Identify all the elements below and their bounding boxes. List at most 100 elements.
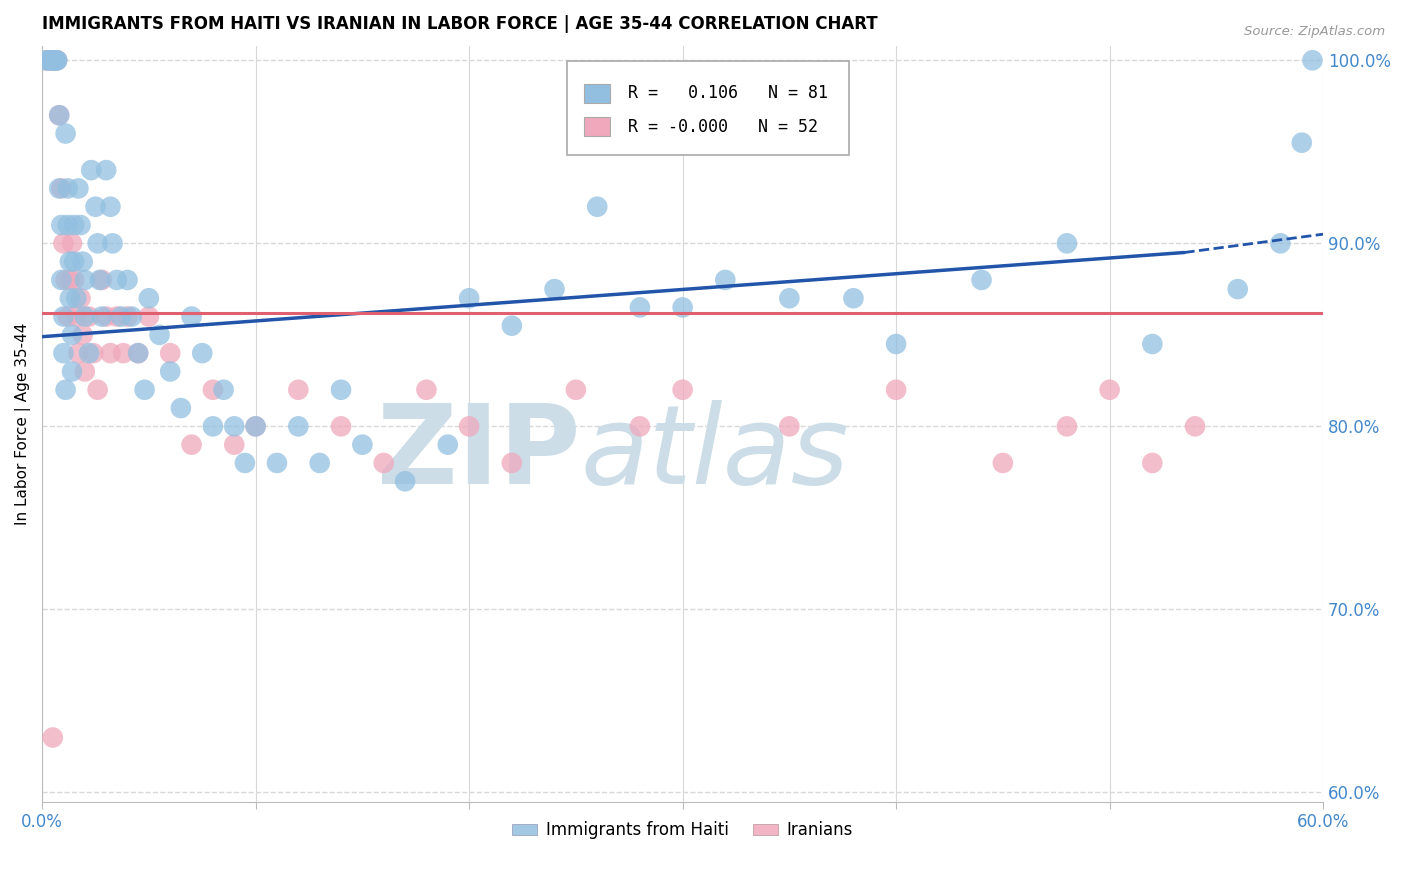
- Point: [138, 291, 160, 305]
- Point: [65, 291, 87, 305]
- Point: [110, 310, 132, 324]
- Point: [59, 254, 82, 268]
- Point: [1098, 383, 1121, 397]
- Y-axis label: In Labor Force | Age 35-44: In Labor Force | Age 35-44: [15, 322, 31, 524]
- Point: [224, 438, 246, 452]
- Text: ZIP: ZIP: [377, 401, 581, 508]
- Point: [212, 383, 235, 397]
- Point: [352, 438, 374, 452]
- Point: [80, 163, 103, 178]
- Point: [159, 346, 181, 360]
- Text: R =   0.106   N = 81: R = 0.106 N = 81: [627, 84, 828, 103]
- Point: [69, 218, 91, 232]
- Text: R = -0.000   N = 52: R = -0.000 N = 52: [627, 118, 817, 136]
- Point: [42, 54, 65, 68]
- Point: [55, 383, 77, 397]
- Point: [991, 456, 1014, 470]
- Point: [60, 364, 83, 378]
- Point: [73, 310, 96, 324]
- Point: [1184, 419, 1206, 434]
- Point: [148, 327, 170, 342]
- Point: [543, 282, 565, 296]
- Point: [77, 346, 100, 360]
- Point: [35, 54, 58, 68]
- Point: [48, 108, 70, 122]
- Point: [55, 127, 77, 141]
- Point: [672, 383, 695, 397]
- Point: [96, 310, 118, 324]
- Point: [100, 346, 122, 360]
- Point: [1056, 236, 1078, 251]
- Point: [42, 54, 65, 68]
- Point: [1226, 282, 1249, 296]
- Point: [56, 218, 79, 232]
- Point: [415, 383, 437, 397]
- Point: [35, 54, 58, 68]
- Point: [69, 291, 91, 305]
- Point: [1056, 419, 1078, 434]
- Point: [501, 318, 523, 333]
- Point: [127, 346, 149, 360]
- Point: [86, 236, 108, 251]
- Point: [63, 273, 86, 287]
- Point: [458, 419, 481, 434]
- Point: [1301, 54, 1323, 68]
- Point: [672, 301, 695, 315]
- Point: [1142, 456, 1164, 470]
- Point: [63, 218, 86, 232]
- Point: [72, 254, 94, 268]
- Point: [117, 310, 139, 324]
- Point: [565, 383, 588, 397]
- Point: [67, 181, 90, 195]
- Point: [201, 419, 224, 434]
- Point: [39, 54, 62, 68]
- Point: [586, 200, 609, 214]
- Point: [51, 181, 73, 195]
- Point: [245, 419, 267, 434]
- Point: [628, 301, 651, 315]
- Point: [67, 346, 90, 360]
- Point: [90, 310, 112, 324]
- Point: [191, 346, 214, 360]
- Point: [170, 401, 193, 415]
- Point: [127, 346, 149, 360]
- Point: [60, 327, 83, 342]
- Point: [82, 346, 104, 360]
- Point: [628, 419, 651, 434]
- Point: [44, 54, 66, 68]
- Point: [59, 291, 82, 305]
- Point: [134, 383, 156, 397]
- Point: [42, 54, 65, 68]
- Point: [90, 273, 112, 287]
- Point: [96, 163, 118, 178]
- Point: [501, 456, 523, 470]
- Point: [63, 254, 86, 268]
- FancyBboxPatch shape: [583, 84, 610, 103]
- Point: [42, 731, 65, 745]
- Point: [308, 456, 330, 470]
- Point: [714, 273, 737, 287]
- Point: [86, 383, 108, 397]
- Point: [884, 337, 907, 351]
- Point: [287, 419, 309, 434]
- Point: [330, 419, 353, 434]
- Point: [56, 310, 79, 324]
- Point: [46, 54, 69, 68]
- Point: [245, 419, 267, 434]
- Point: [48, 108, 70, 122]
- Point: [884, 383, 907, 397]
- Point: [52, 310, 75, 324]
- Text: Source: ZipAtlas.com: Source: ZipAtlas.com: [1244, 25, 1385, 38]
- Text: IMMIGRANTS FROM HAITI VS IRANIAN IN LABOR FORCE | AGE 35-44 CORRELATION CHART: IMMIGRANTS FROM HAITI VS IRANIAN IN LABO…: [42, 15, 877, 33]
- Point: [72, 327, 94, 342]
- Point: [1291, 136, 1313, 150]
- Point: [56, 181, 79, 195]
- Point: [51, 273, 73, 287]
- Point: [39, 54, 62, 68]
- Point: [330, 383, 353, 397]
- Point: [38, 54, 60, 68]
- Text: atlas: atlas: [581, 401, 849, 508]
- Point: [1270, 236, 1292, 251]
- Point: [394, 475, 416, 489]
- Point: [266, 456, 288, 470]
